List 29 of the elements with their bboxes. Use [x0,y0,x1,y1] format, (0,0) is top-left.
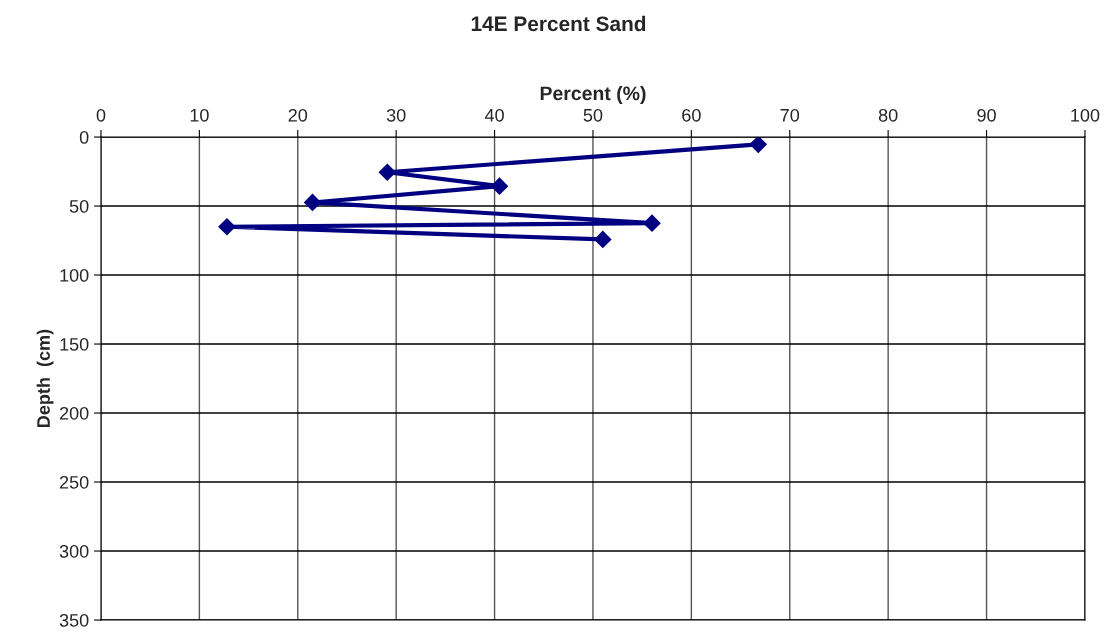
point [490,177,509,195]
x-tick-label: 90 [977,108,996,122]
x-tick-label: 80 [878,108,898,122]
y-tick-label: 350 [59,613,89,627]
y-tick-label: 100 [60,268,89,282]
x-tick-label: 70 [780,108,800,122]
x-tick-label: 40 [484,108,504,122]
x-tick-label: 20 [288,108,308,122]
x-tick-label: 30 [386,108,406,122]
point [749,137,767,153]
y-tick-label: 250 [59,475,89,489]
y-tick-label: 150 [60,337,89,351]
y-axis-title: Depth (cm) [36,329,54,427]
point [643,214,661,232]
y-tick-label: 200 [59,406,89,420]
x-tick-label: 0 [96,108,106,122]
x-axis-title: Percent (%) [540,85,646,105]
point [218,218,236,236]
y-tick-label: 50 [69,199,89,213]
point [303,193,322,212]
x-tick-label: 60 [682,108,701,122]
y-tick-label: 0 [79,130,89,144]
point [378,163,396,181]
chart-title: 14E Percent Sand [471,15,646,32]
y-tick-label: 300 [59,544,89,558]
x-tick-label: 10 [190,108,209,122]
x-tick-label: 50 [583,108,603,122]
x-tick-label: 100 [1071,108,1100,122]
point [594,230,612,248]
